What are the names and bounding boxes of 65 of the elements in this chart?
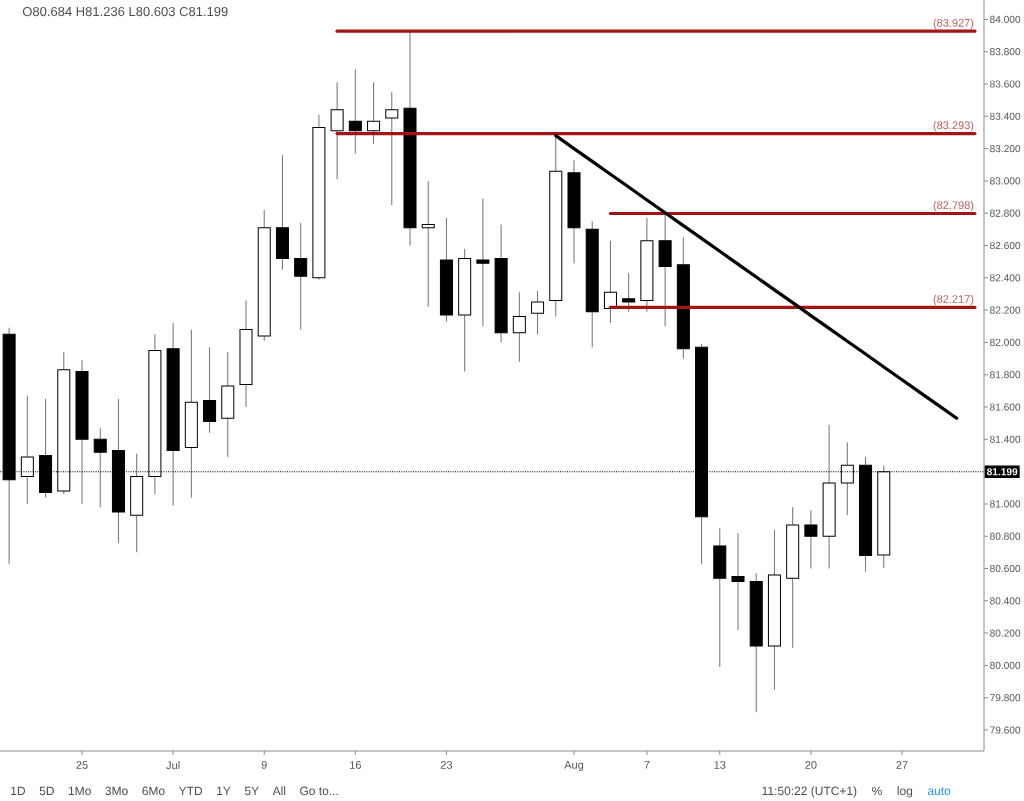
- text: YTD: [178, 786, 203, 796]
- candlestick: [385, 91, 399, 206]
- y-tick-label: 80.200: [990, 629, 1021, 637]
- candlestick: [531, 290, 545, 335]
- y-tick-label: 83.000: [990, 177, 1021, 185]
- ref-line-label: 81.199: [986, 468, 1018, 476]
- text: 1D: [11, 786, 26, 796]
- candlestick: [731, 532, 745, 631]
- data-label: (83.927): [933, 18, 974, 29]
- y-tick-label: 80.000: [990, 661, 1021, 669]
- y-tick-label: 82.800: [990, 209, 1021, 217]
- candlestick: [203, 346, 217, 434]
- candlestick: [348, 68, 362, 154]
- y-tick-label: 81.800: [990, 371, 1021, 379]
- candlestick: [622, 272, 636, 313]
- y-tick-label: 80.800: [990, 532, 1021, 540]
- x-tick-label: 16: [350, 761, 361, 769]
- candlestick: [512, 291, 526, 363]
- y-tick-label: 79.600: [990, 726, 1021, 734]
- candlestick: [804, 509, 818, 570]
- text: 1Mo: [68, 786, 91, 796]
- candlestick: [294, 222, 308, 330]
- text: 5Y: [244, 786, 259, 796]
- x-tick-label: 9: [261, 761, 267, 769]
- text: All: [272, 786, 286, 796]
- y-tick-label: 83.800: [990, 48, 1021, 56]
- text: log: [897, 786, 913, 798]
- y-tick-label: 82.200: [990, 306, 1021, 314]
- x-tick-label: 20: [805, 761, 817, 769]
- y-tick-label: 82.000: [990, 338, 1021, 346]
- x-tick-label: 7: [644, 761, 650, 769]
- text: 5D: [39, 786, 54, 796]
- y-tick-label: 82.600: [990, 241, 1021, 250]
- y-tick-label: 81.400: [990, 435, 1021, 443]
- candlestick: [367, 81, 381, 145]
- data-label: (82.217): [933, 294, 974, 306]
- text: Go to...: [300, 786, 338, 796]
- text: %: [872, 786, 882, 796]
- x-tick-label: 13: [714, 761, 726, 769]
- y-tick-label: 79.800: [990, 694, 1021, 702]
- y-tick-label: 83.600: [990, 80, 1021, 88]
- text: 6Mo: [142, 786, 165, 796]
- data-label: (83.293): [933, 121, 974, 132]
- x-tick-label: 23: [440, 761, 453, 769]
- x-tick-label: 27: [896, 761, 908, 769]
- annotation: O80.684 H81.236 L80.603 C81.199: [22, 6, 228, 17]
- y-tick-label: 83.200: [990, 144, 1021, 153]
- x-tick-label: Jul: [166, 761, 180, 770]
- data-label: (82.798): [933, 201, 974, 212]
- y-tick-label: 82.400: [990, 274, 1021, 282]
- y-tick-label: 80.400: [990, 597, 1021, 605]
- text: 1Y: [217, 786, 231, 796]
- text: 3Mo: [105, 786, 128, 796]
- y-tick-label: 83.400: [990, 112, 1021, 120]
- y-tick-label: 81.000: [990, 500, 1021, 508]
- candlestick: [476, 198, 490, 327]
- candlestick: [421, 180, 435, 308]
- y-tick-label: 81.600: [990, 403, 1021, 411]
- y-tick-label: 80.600: [990, 564, 1021, 573]
- candlestick: [330, 81, 344, 180]
- y-tick-label: 84.000: [990, 15, 1021, 23]
- text: 11:50:22 (UTC+1): [762, 786, 857, 798]
- text: auto: [927, 787, 951, 796]
- x-tick-label: 25: [76, 761, 88, 769]
- x-tick-label: Aug: [564, 761, 584, 771]
